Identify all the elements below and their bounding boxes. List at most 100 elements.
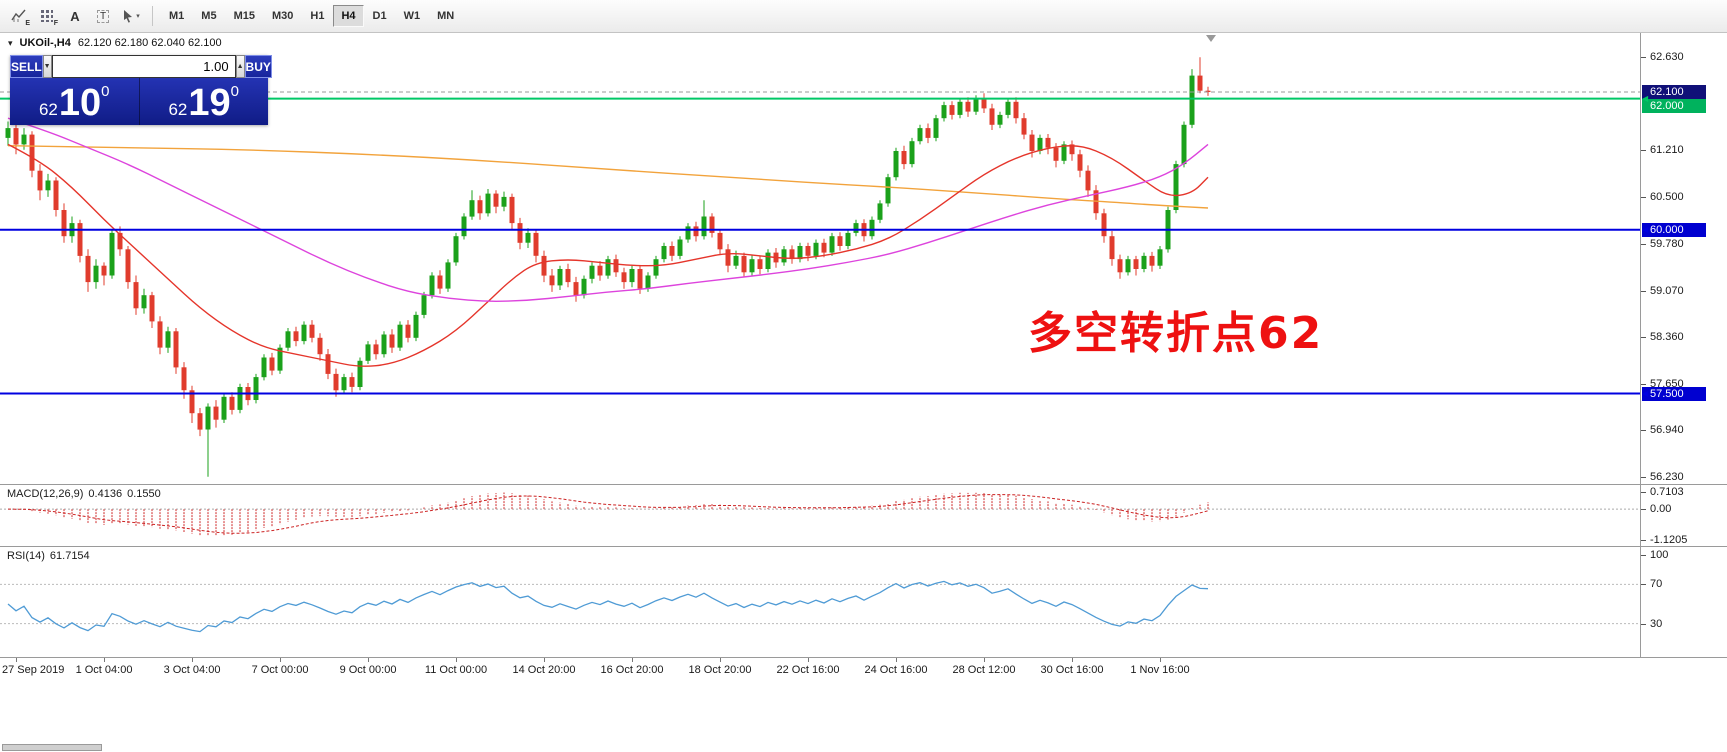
panel-divider[interactable] xyxy=(0,546,1727,547)
bottom-area xyxy=(0,681,1727,752)
time-tick xyxy=(280,658,281,662)
sell-price-integer: 62 xyxy=(38,100,58,119)
time-tick xyxy=(720,658,721,662)
time-axis-label: 28 Oct 12:00 xyxy=(952,664,1016,676)
time-tick xyxy=(544,658,545,662)
axis-label: 0.00 xyxy=(1650,503,1672,516)
time-axis-label: 24 Oct 16:00 xyxy=(864,664,928,676)
axis-tick xyxy=(1641,244,1646,246)
horizontal-scrollbar-thumb[interactable] xyxy=(2,744,102,751)
rsi-chart xyxy=(0,580,1640,633)
timeframe-button-h4[interactable]: H4 xyxy=(333,5,364,27)
macd-signal-value: 0.1550 xyxy=(127,488,161,500)
one-click-panel-toggle[interactable]: ▾ xyxy=(8,37,13,48)
rsi-value: 61.7154 xyxy=(49,550,90,562)
macd-panel[interactable]: MACD(12,26,9) 0.4136 0.1550 xyxy=(0,485,1640,546)
text-tool-button[interactable]: A xyxy=(62,4,88,28)
toolbar-separator xyxy=(152,6,153,26)
axis-label: 0.7103 xyxy=(1650,486,1684,498)
axis-label: 59.780 xyxy=(1650,238,1684,251)
time-tick xyxy=(984,658,985,662)
buy-price-big-digits: 19 xyxy=(188,82,231,124)
chart-ohlc-values: 62.120 62.180 62.040 62.100 xyxy=(77,37,222,49)
timeframe-button-d1[interactable]: D1 xyxy=(372,10,387,22)
timeframe-button-m15[interactable]: M15 xyxy=(233,10,255,22)
line-anchor-icon[interactable]: ◀ xyxy=(1642,388,1649,398)
main-chart-plot[interactable]: ▾ UKOil-,H4 62.120 62.180 62.040 62.100 … xyxy=(0,33,1640,484)
macd-chart xyxy=(0,492,1640,536)
time-axis-label: 1 Nov 16:00 xyxy=(1130,664,1190,676)
price-badge: 57.500 xyxy=(1642,386,1706,401)
axis-label: 30 xyxy=(1650,617,1663,630)
template-shortcut-button[interactable]: F xyxy=(34,4,60,28)
axis-tick xyxy=(1641,383,1646,385)
time-axis-label: 9 Oct 00:00 xyxy=(339,664,397,676)
axis-tick xyxy=(1641,623,1646,625)
timeframe-button-mn[interactable]: MN xyxy=(437,10,455,22)
timeframe-button-m5[interactable]: M5 xyxy=(201,10,217,22)
buy-price-button[interactable]: 62 19 0 xyxy=(138,78,269,125)
macd-label: MACD(12,26,9) 0.4136 0.1550 xyxy=(7,488,166,500)
timeframe-button-h1[interactable]: H1 xyxy=(310,10,325,22)
axis-tick xyxy=(1641,430,1646,432)
axis-label: 58.360 xyxy=(1650,331,1684,344)
one-click-trading-panel: SELL ▼ ▲ BUY 62 10 0 62 19 0 xyxy=(10,55,272,125)
dropdown-caret-icon: ▾ xyxy=(136,13,140,20)
timeframe-button-w1[interactable]: W1 xyxy=(403,10,421,22)
macd-axis[interactable]: 0.7103 0.00 -1.1205 xyxy=(1640,485,1727,546)
timeframe-button-m30[interactable]: M30 xyxy=(271,10,294,22)
time-axis-label: 7 Oct 00:00 xyxy=(251,664,309,676)
volume-decrease-button[interactable]: ▼ xyxy=(42,55,52,78)
label-tool-button[interactable]: T xyxy=(90,4,116,28)
axis-label: 100 xyxy=(1650,549,1669,561)
time-tick xyxy=(104,658,105,662)
time-tick xyxy=(192,658,193,662)
axis-tick xyxy=(1641,555,1646,556)
axis-label: 62.630 xyxy=(1650,51,1684,64)
shortcut-key-label: E xyxy=(25,20,30,27)
sell-button[interactable]: SELL xyxy=(10,55,43,78)
indicator-shortcut-button[interactable]: E xyxy=(6,4,32,28)
rsi-panel[interactable]: RSI(14) 61.7154 xyxy=(0,547,1640,657)
time-axis[interactable]: 27 Sep 2019 1 Oct 04:00 3 Oct 04:00 7 Oct 0… xyxy=(0,657,1727,681)
axis-tick xyxy=(1641,584,1646,586)
cursor-tool-button[interactable]: ▾ xyxy=(118,4,144,28)
macd-name: MACD(12,26,9) xyxy=(7,488,84,500)
time-tick xyxy=(456,658,457,662)
time-axis-label: 16 Oct 20:00 xyxy=(600,664,664,676)
text-tool-label: A xyxy=(70,8,80,24)
time-axis-label: 27 Sep 2019 xyxy=(2,664,65,676)
line-anchor-icon[interactable]: ◀ xyxy=(1642,224,1649,234)
volume-increase-button[interactable]: ▲ xyxy=(235,55,245,78)
label-tool-label: T xyxy=(96,9,110,23)
candlestick-chart[interactable] xyxy=(0,33,1640,484)
chart-shift-marker[interactable] xyxy=(1206,35,1216,42)
axis-tick xyxy=(1641,337,1646,339)
rsi-axis[interactable]: 100 70 30 xyxy=(1640,547,1727,657)
sell-price-pip: 0 xyxy=(101,83,110,100)
buy-price-pip: 0 xyxy=(230,83,240,100)
axis-label: 56.230 xyxy=(1650,470,1684,483)
price-axis[interactable]: 62.630 61.210 60.500 59.780 59.070 58.360 57.6… xyxy=(1640,33,1727,484)
sell-price-big-digits: 10 xyxy=(58,82,102,124)
axis-tick xyxy=(1641,476,1646,478)
sell-price-button[interactable]: 62 10 0 xyxy=(10,78,139,125)
buy-button[interactable]: BUY xyxy=(244,55,272,78)
line-anchor-icon[interactable]: ◀ xyxy=(1642,93,1649,103)
buy-price-integer: 62 xyxy=(168,100,188,119)
axis-label: -1.1205 xyxy=(1650,534,1688,546)
time-tick xyxy=(632,658,633,662)
axis-tick xyxy=(1641,57,1646,59)
toolbar: E F A T ▾ M1 M5 M15 M30 H1 H4 D1 W1 MN xyxy=(0,0,1727,33)
axis-tick xyxy=(1641,290,1646,292)
time-axis-label: 1 Oct 04:00 xyxy=(75,664,133,676)
axis-label: 70 xyxy=(1650,578,1663,591)
timeframe-button-m1[interactable]: M1 xyxy=(169,10,185,22)
panel-divider[interactable] xyxy=(0,484,1727,485)
volume-input[interactable] xyxy=(51,55,236,78)
time-tick xyxy=(1160,658,1161,662)
time-axis-label: 22 Oct 16:00 xyxy=(776,664,840,676)
price-badge: 62.000 xyxy=(1642,98,1706,113)
grid-icon xyxy=(41,10,53,22)
